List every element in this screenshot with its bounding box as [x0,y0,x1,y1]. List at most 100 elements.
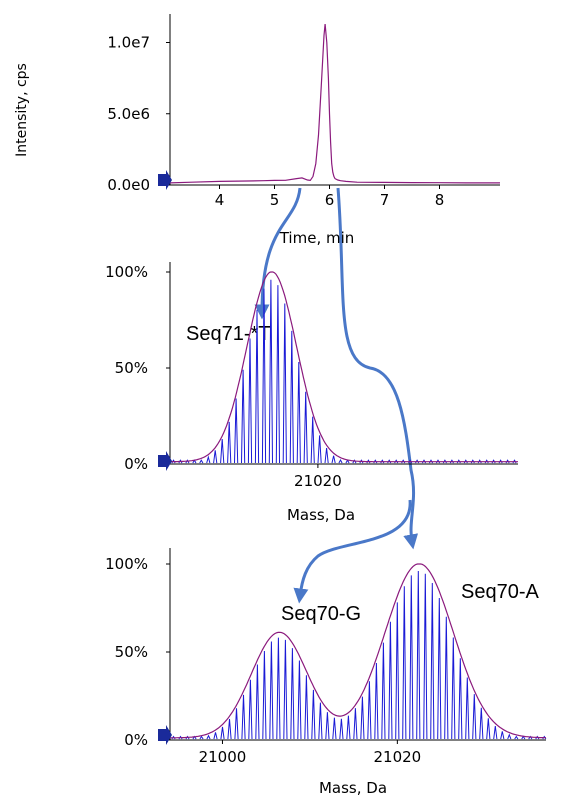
y-tick-label: 0% [124,731,148,749]
annotation-seq71-T: Seq71-*T [186,323,271,345]
chromatogram-axes [169,14,500,186]
spectrum-peak [227,421,232,464]
spectrum-2-ticks: 100% 50% 0% 21000 21020 [105,555,421,766]
spectrum-peak [275,285,280,464]
spectrum-peak [338,458,343,464]
chromatogram-panel: Intensity, cps Time, min 1.0e7 5.0e6 0.0e0… [14,14,500,247]
spectrum-peak [423,573,428,740]
spectrum-1-axes [169,262,518,465]
spectrum-peak [409,575,414,740]
spectrum-peak [395,602,400,740]
baseline-marker-icon [158,725,172,745]
spectrum-peak [289,330,294,464]
spectrum-peak [290,648,295,740]
spectrum-peak [283,639,288,740]
y-tick-label: 50% [115,643,148,661]
y-tick-label: 1.0e7 [107,34,150,52]
spectrum-2-envelope [170,563,546,739]
spectrum-peak [234,708,239,740]
y-tick-label: 50% [115,359,148,377]
spectrum-peak [185,459,190,464]
spectrum-peak [297,660,302,740]
spectrum-peak [430,582,435,740]
x-tick-label: 8 [435,191,445,209]
spectrum-peak [332,717,337,740]
spectrum-peak [255,664,260,740]
x-axis-label: Time, min [279,229,355,247]
spectrum-peak [465,677,470,740]
spectrum-peak [318,702,323,740]
spectrum-peak [381,642,386,740]
x-axis-label: Mass, Da [319,779,387,797]
spectrum-peak [402,586,407,740]
spectrum-peak [331,455,336,464]
y-tick-label: 100% [105,555,148,573]
spectrum-peak [493,725,498,740]
arrow-to-seq70-A [336,187,419,550]
x-tick-label: 21000 [199,748,247,766]
spectrum-peak [241,694,246,740]
spectrum-peak [437,597,442,740]
spectrum-peak [486,718,491,740]
spectrum-peak [367,681,372,740]
spectrum-peak [472,694,477,740]
spectrum-peak [324,447,329,464]
spectrum-peak [213,732,218,740]
y-axis-label: Intensity, cps [14,63,30,157]
spectrum-peak [241,369,246,464]
spectrum-peak [325,712,330,740]
spectrum-peak [303,391,308,464]
spectrum-peak [248,679,253,740]
spectrum-1-envelope [169,271,518,463]
spectrum-peak [374,662,379,740]
spectrum-peak [254,309,260,464]
spectrum-peak [444,616,449,740]
spectrum-peak [269,641,274,740]
mass-spectrum-2-panel: Mass, Da Seq70-G Seq70-A 100% 50% 0% 21000 2… [105,548,547,797]
x-tick-label: 21020 [373,748,421,766]
spectrum-peak [199,459,204,464]
x-axis-label: Mass, Da [287,506,355,524]
spectrum-1-ticks: 100% 50% 0% 21020 [105,263,342,490]
spectrum-peak [311,689,316,740]
spectrum-peak [507,733,512,740]
spectrum-peak [296,361,301,464]
spectrum-peak [479,707,484,740]
chromatogram-ticks: 1.0e7 5.0e6 0.0e0 4 5 6 7 8 [107,34,444,210]
spectrum-peak [514,735,519,740]
annotation-seq70-G: Seq70-G [281,603,361,625]
connector-arrows [254,187,419,604]
mass-spectrum-1-panel: Mass, Da Seq71-*T 100% 50% 0% 21020 [105,262,518,524]
spectrum-peak [535,735,540,740]
chromatogram-trace [169,23,500,184]
spectrum-peak [500,731,505,740]
spectrum-peak [213,450,218,464]
spectrum-peak [261,288,267,464]
spectrum-peak [276,637,281,740]
spectrum-peak [206,734,211,740]
spectrum-peak [268,279,273,464]
spectrum-peak [346,715,351,740]
spectrum-peak [353,708,358,740]
spectrum-peak [206,455,211,464]
spectrum-peak [220,438,225,464]
y-tick-label: 0.0e0 [107,176,150,194]
x-tick-label: 4 [215,191,225,209]
arrow-to-seq70-G [293,499,412,604]
spectrum-2-peaks [171,570,547,740]
baseline-marker-icon [158,170,172,190]
spectrum-peak [352,459,357,464]
spectrum-peak [360,696,365,740]
y-tick-label: 100% [105,263,148,281]
spectrum-peak [451,637,456,740]
x-tick-label: 6 [325,191,335,209]
spectrum-peak [220,726,225,740]
annotation-seq70-A: Seq70-A [461,581,539,603]
arrow-to-seq71 [254,187,302,320]
spectrum-peak [310,416,315,464]
spectrum-peak [339,718,344,740]
spectrum-peak [317,435,322,464]
spectrum-peak [247,338,253,464]
y-tick-label: 0% [124,455,148,473]
